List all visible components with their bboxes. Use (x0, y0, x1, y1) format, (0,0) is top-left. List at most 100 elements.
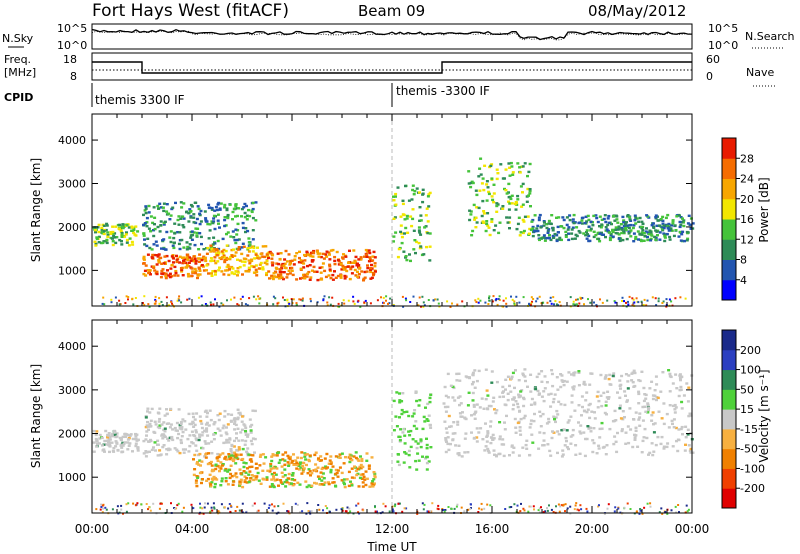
data-cell (327, 481, 330, 484)
data-cell (160, 433, 164, 436)
data-cell (614, 231, 618, 235)
data-cell (158, 449, 162, 452)
data-cell (413, 239, 417, 242)
data-cell (647, 232, 651, 236)
data-cell (631, 297, 634, 300)
data-cell (193, 201, 197, 204)
data-cell (168, 304, 170, 307)
data-cell (412, 424, 416, 428)
data-cell (487, 404, 491, 408)
data-cell (349, 510, 352, 513)
data-cell (222, 303, 225, 306)
data-cell (146, 410, 149, 413)
data-cell (244, 471, 248, 474)
freq-line (92, 61, 692, 74)
data-cell (634, 426, 638, 429)
data-cell (231, 230, 235, 233)
data-cell (427, 460, 431, 463)
data-cell (317, 255, 321, 258)
data-cell (217, 269, 221, 272)
cpid-mode-1: themis 3300 IF (95, 93, 185, 107)
data-cell (268, 485, 272, 488)
data-cell (409, 445, 413, 449)
data-cell (132, 228, 136, 231)
data-cell (144, 207, 148, 210)
data-cell (492, 201, 496, 204)
data-cell (208, 248, 212, 251)
data-cell (141, 302, 144, 304)
data-cell (225, 458, 229, 461)
data-cell (250, 465, 254, 468)
data-cell (226, 216, 230, 220)
data-cell (633, 436, 637, 439)
data-cell (516, 402, 520, 406)
data-cell (463, 451, 467, 454)
data-cell (158, 454, 162, 457)
data-cell (217, 201, 221, 205)
data-cell (495, 298, 498, 300)
data-cell (207, 272, 210, 275)
data-cell (190, 274, 194, 278)
data-cell (251, 201, 255, 205)
data-cell (127, 244, 131, 247)
data-cell (157, 258, 161, 262)
data-cell (111, 240, 115, 243)
data-cell (485, 199, 489, 202)
data-cell (401, 202, 405, 206)
data-cell (410, 198, 414, 201)
data-cell (249, 458, 253, 461)
data-cell (629, 508, 632, 510)
data-cell (352, 476, 356, 480)
data-cell (662, 232, 666, 235)
data-cell (666, 227, 670, 230)
data-cell (142, 272, 146, 276)
data-cell (404, 256, 407, 259)
data-cell (226, 423, 230, 426)
data-cell (494, 411, 498, 415)
data-cell (490, 370, 494, 373)
data-cell (236, 416, 240, 419)
data-cell (154, 449, 157, 452)
x-tick-label: 04:00 (175, 522, 210, 536)
data-cell (531, 225, 535, 229)
data-cell (261, 255, 265, 258)
data-cell (564, 230, 568, 234)
data-cell (362, 509, 365, 512)
data-cell (160, 502, 163, 505)
data-cell (404, 184, 407, 188)
data-cell (457, 452, 461, 455)
data-cell (538, 507, 541, 510)
data-cell (646, 411, 650, 414)
data-cell (565, 223, 569, 227)
data-cell (227, 455, 231, 458)
data-cell (201, 265, 205, 268)
data-cell (186, 298, 189, 301)
data-cell (477, 206, 481, 210)
data-cell (638, 232, 642, 236)
data-cell (502, 299, 505, 302)
data-cell (666, 512, 669, 515)
data-cell (303, 455, 307, 458)
data-cell (238, 468, 242, 471)
data-cell (149, 273, 152, 276)
data-cell (357, 258, 361, 261)
data-cell (146, 237, 150, 240)
data-cell (349, 267, 353, 271)
data-cell (371, 272, 375, 275)
data-cell (559, 225, 563, 228)
data-cell (504, 189, 508, 192)
data-cell (234, 472, 238, 475)
data-cell (148, 506, 151, 509)
data-cell (419, 445, 423, 449)
data-cell (176, 274, 180, 277)
data-cell (292, 453, 295, 456)
data-cell (179, 423, 183, 426)
data-cell (132, 231, 136, 235)
data-cell (564, 436, 568, 440)
data-cell (481, 177, 485, 180)
data-cell (394, 203, 398, 206)
data-cell (198, 452, 202, 456)
data-cell (408, 253, 411, 256)
data-cell (472, 413, 476, 416)
data-cell (398, 399, 402, 402)
